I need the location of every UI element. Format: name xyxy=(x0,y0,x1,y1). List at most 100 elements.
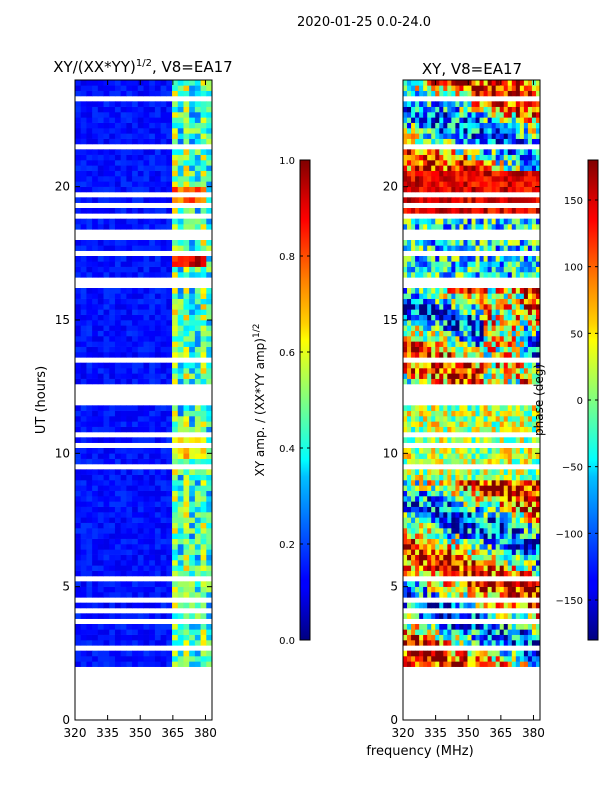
heatmap-cell xyxy=(515,624,521,630)
heatmap-cell xyxy=(439,496,444,502)
heatmap-cell xyxy=(507,650,513,657)
heatmap-cell xyxy=(126,122,133,129)
heatmap-cell xyxy=(487,330,493,337)
heatmap-cell xyxy=(503,485,509,491)
heatmap-cell xyxy=(511,437,517,443)
heatmap-cell xyxy=(92,133,99,139)
heatmap-cell xyxy=(451,362,456,369)
heatmap-cell xyxy=(403,661,408,667)
heatmap-cell xyxy=(97,304,104,310)
heatmap-cell xyxy=(137,186,144,193)
heatmap-cell xyxy=(455,298,460,305)
heatmap-cell xyxy=(206,613,213,619)
heatmap-cell xyxy=(471,208,476,214)
heatmap-cell xyxy=(109,122,116,129)
heatmap-cell xyxy=(97,170,104,177)
heatmap-cell xyxy=(183,165,190,171)
heatmap-cell xyxy=(200,570,207,577)
heatmap-cell xyxy=(120,512,127,518)
heatmap-cell xyxy=(447,341,452,347)
heatmap-cell xyxy=(519,186,525,193)
heatmap-cell xyxy=(194,592,201,598)
heatmap-cell xyxy=(531,661,537,667)
heatmap-cell xyxy=(443,581,448,587)
heatmap-cell xyxy=(132,288,139,294)
heatmap-cell xyxy=(403,640,408,646)
heatmap-cell xyxy=(503,165,509,171)
heatmap-cell xyxy=(206,165,213,171)
heatmap-cell xyxy=(443,170,448,177)
heatmap-cell xyxy=(495,437,501,443)
x-tick-label: 365 xyxy=(161,726,184,740)
heatmap-cell xyxy=(120,453,127,459)
heatmap-cell xyxy=(206,586,213,593)
heatmap-cell xyxy=(114,650,122,657)
heatmap-cell xyxy=(206,346,213,353)
heatmap-cell xyxy=(86,181,93,187)
heatmap-cell xyxy=(435,240,440,246)
heatmap-cell xyxy=(92,602,99,609)
heatmap-cell xyxy=(126,245,133,251)
heatmap-cell xyxy=(455,490,460,497)
heatmap-cell xyxy=(132,293,139,299)
heatmap-cell xyxy=(427,533,432,539)
heatmap-cell xyxy=(103,629,110,635)
heatmap-cell xyxy=(97,512,104,518)
heatmap-cell xyxy=(149,592,156,598)
heatmap-cell xyxy=(503,458,509,465)
heatmap-cell xyxy=(499,128,505,134)
heatmap-cell xyxy=(483,368,489,374)
heatmap-cell xyxy=(487,640,493,646)
heatmap-cell xyxy=(172,208,179,214)
heatmap-cell xyxy=(80,378,87,385)
heatmap-cell xyxy=(495,165,501,171)
heatmap-cell xyxy=(447,624,452,630)
heatmap-cell xyxy=(86,90,93,97)
heatmap-cell xyxy=(503,544,509,550)
heatmap-cell xyxy=(183,90,190,97)
heatmap-cell xyxy=(503,362,509,369)
heatmap-cell xyxy=(531,352,537,358)
heatmap-cell xyxy=(166,128,173,134)
heatmap-cell xyxy=(527,314,533,321)
heatmap-cell xyxy=(491,197,497,203)
heatmap-cell xyxy=(467,634,472,641)
heatmap-cell xyxy=(527,112,533,118)
heatmap-cell xyxy=(475,261,480,267)
heatmap-cell xyxy=(531,112,537,118)
heatmap-cell xyxy=(97,474,104,481)
heatmap-cell xyxy=(177,480,184,486)
heatmap-cell xyxy=(149,629,156,635)
heatmap-cell xyxy=(172,378,179,385)
heatmap-cell xyxy=(507,133,513,139)
heatmap-cell xyxy=(194,565,201,571)
heatmap-cell xyxy=(435,309,440,315)
heatmap-cell xyxy=(507,453,513,459)
heatmap-cell xyxy=(200,293,207,299)
heatmap-cell xyxy=(172,165,179,171)
heatmap-cell xyxy=(166,106,173,113)
heatmap-cell xyxy=(491,165,497,171)
heatmap-cell xyxy=(463,650,468,657)
heatmap-cell xyxy=(443,453,448,459)
heatmap-cell xyxy=(75,325,82,331)
heatmap-cell xyxy=(92,538,99,545)
heatmap-cell xyxy=(471,426,476,433)
heatmap-cell xyxy=(535,304,541,310)
heatmap-cell xyxy=(431,544,436,550)
heatmap-cell xyxy=(523,560,529,566)
heatmap-cell xyxy=(411,629,416,635)
heatmap-cell xyxy=(114,181,122,187)
heatmap-cell xyxy=(495,218,501,225)
heatmap-cell xyxy=(407,154,412,161)
heatmap-cell xyxy=(527,165,533,171)
heatmap-cell xyxy=(483,304,489,310)
heatmap-cell xyxy=(206,208,213,214)
heatmap-cell xyxy=(519,330,525,337)
heatmap-cell xyxy=(80,506,87,513)
heatmap-cell xyxy=(109,661,116,667)
heatmap-cell xyxy=(149,218,156,225)
heatmap-cell xyxy=(206,272,213,278)
heatmap-cell xyxy=(423,602,428,609)
heatmap-cell xyxy=(503,122,509,129)
